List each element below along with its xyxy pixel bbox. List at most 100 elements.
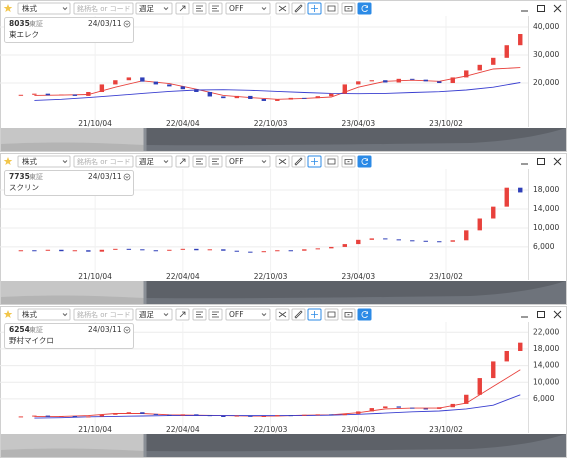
candle <box>491 206 496 219</box>
candle <box>221 96 226 99</box>
favorite-star[interactable] <box>3 310 13 318</box>
search-box[interactable] <box>73 2 134 15</box>
close-button[interactable] <box>553 310 562 319</box>
period-select[interactable] <box>135 2 173 15</box>
search-box[interactable] <box>73 155 134 168</box>
y-tick-label: 40,000 <box>533 22 559 31</box>
tool-icon <box>344 6 353 12</box>
candle <box>383 238 388 240</box>
navigator-handle[interactable] <box>143 128 147 151</box>
y-tick-label: 18,000 <box>533 185 559 194</box>
indicator-label: OFF <box>229 157 244 166</box>
market-select[interactable] <box>17 155 71 168</box>
market-select[interactable] <box>17 308 71 321</box>
moving-average-line <box>34 82 521 101</box>
exchange: 東証 <box>29 19 43 28</box>
candle <box>45 415 51 417</box>
tool-icon <box>361 158 368 165</box>
tool-button[interactable] <box>291 155 306 168</box>
y-tick-label: 6,000 <box>533 242 555 251</box>
navigator-silhouette <box>1 448 145 457</box>
candle <box>32 93 37 95</box>
candle <box>288 97 294 100</box>
close-button[interactable] <box>553 157 562 166</box>
select-chevron <box>261 160 267 164</box>
close-button[interactable] <box>553 4 562 13</box>
candle <box>248 251 253 253</box>
candle <box>423 240 428 242</box>
tool-button[interactable] <box>291 2 306 15</box>
candle <box>342 84 347 94</box>
navigator-handle[interactable] <box>143 434 147 457</box>
candle <box>261 416 267 417</box>
candle <box>32 250 37 252</box>
market-select-label: 株式 <box>22 309 37 319</box>
maximize-button[interactable] <box>537 158 545 165</box>
info-toggle[interactable] <box>123 173 131 181</box>
indicator-select[interactable] <box>225 308 271 321</box>
favorite-star[interactable] <box>3 157 13 165</box>
select-chevron <box>62 7 68 11</box>
tool-button[interactable] <box>357 2 372 15</box>
x-tick-label: 21/10/04 <box>78 272 112 281</box>
y-tick-label: 14,000 <box>533 361 559 370</box>
tool-icon <box>311 158 318 165</box>
candle <box>518 34 523 46</box>
stock-name: スクリン <box>9 183 39 192</box>
tool-button[interactable] <box>324 308 339 321</box>
search-box[interactable] <box>73 308 134 321</box>
candle <box>153 250 159 252</box>
select-chevron <box>163 7 169 11</box>
indicator-select[interactable] <box>225 2 271 15</box>
x-tick-label: 22/10/03 <box>254 425 288 434</box>
tool-button[interactable] <box>324 155 339 168</box>
indicator-select[interactable] <box>225 155 271 168</box>
candle <box>153 413 159 415</box>
period-select[interactable] <box>135 308 173 321</box>
tool-icon <box>327 311 336 318</box>
candle <box>99 84 105 92</box>
maximize-button[interactable] <box>537 5 545 12</box>
indicator-label: OFF <box>229 310 244 319</box>
y-tick-label: 10,000 <box>533 223 559 232</box>
navigator-silhouette <box>145 128 566 151</box>
candle <box>396 406 401 408</box>
candle <box>477 64 482 71</box>
tool-button[interactable] <box>357 155 372 168</box>
candle <box>288 415 294 417</box>
candle <box>356 239 361 245</box>
candle <box>464 394 469 404</box>
candle <box>86 250 91 252</box>
candle <box>396 78 401 83</box>
candle <box>450 403 455 408</box>
tool-icon <box>294 310 303 319</box>
info-toggle[interactable] <box>123 326 131 334</box>
candle <box>288 250 294 252</box>
candle <box>369 408 374 412</box>
favorite-star[interactable] <box>3 4 13 12</box>
candle <box>491 57 496 65</box>
candle <box>410 407 415 409</box>
navigator-handle[interactable] <box>143 281 147 304</box>
period-select[interactable] <box>135 155 173 168</box>
quote-date: 24/03/11 <box>88 19 122 28</box>
candle <box>194 89 199 92</box>
market-select[interactable] <box>17 2 71 15</box>
info-toggle[interactable] <box>123 20 131 28</box>
tool-button[interactable] <box>291 308 306 321</box>
tool-button[interactable] <box>324 2 339 15</box>
candle <box>248 415 253 417</box>
stock-code: 8035 <box>9 19 30 28</box>
chart-panel: 株式 銘柄名 or コード 週足 OFF 6,000 10,000 14,000 18,000… <box>0 153 567 305</box>
maximize-button[interactable] <box>537 311 545 318</box>
x-tick-label: 22/10/03 <box>254 119 288 128</box>
search-placeholder: 銘柄名 or コード <box>77 4 131 13</box>
candle <box>302 97 307 99</box>
tool-button[interactable] <box>357 308 372 321</box>
period-label: 週足 <box>139 156 154 166</box>
x-tick-label: 22/10/03 <box>254 272 288 281</box>
candle <box>113 248 118 250</box>
x-tick-label: 22/04/04 <box>166 425 200 434</box>
tool-icon <box>196 311 203 318</box>
